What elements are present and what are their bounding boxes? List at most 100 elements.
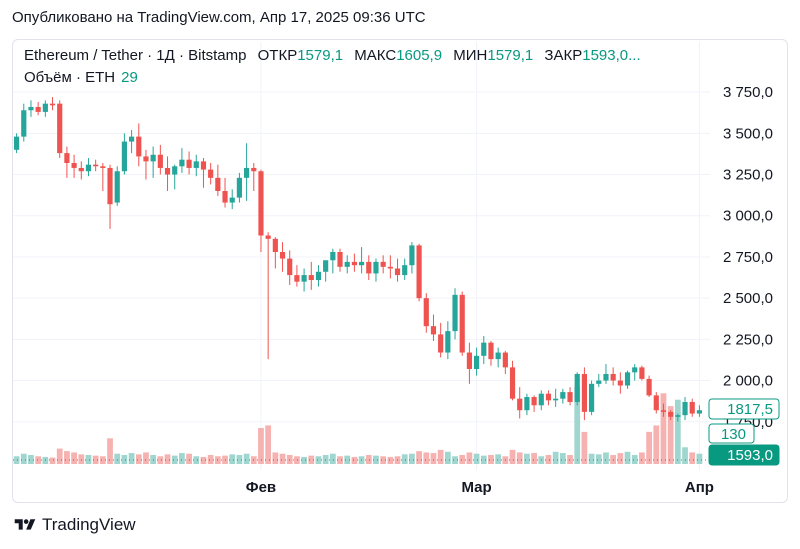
candle-body [380,261,386,267]
volume-bar [617,453,624,464]
legend-close-label: ЗАКР [544,47,583,64]
candle-body [617,380,623,386]
y-tick-label: 2 000,0 [723,373,773,390]
volume-bar [279,453,286,464]
x-tick-label: Мар [462,479,492,496]
volume-legend: Объём · ETH 29 [24,69,138,86]
volume-bar [56,448,63,464]
legend-open-value: 1579,1 [297,47,344,64]
candle-body [186,159,192,168]
y-tick-label: 2 250,0 [723,331,773,348]
candle-body [229,197,235,203]
volume-bar [509,449,516,464]
candle-body [481,342,487,356]
volume-bar [64,451,70,464]
candle-body [57,103,63,154]
candle-body [502,352,508,368]
volume-bar [193,456,200,464]
candle-body [236,177,242,198]
volume-bar [35,456,42,464]
volume-bar [524,453,530,464]
volume-bar [315,456,322,464]
legend-high-label: МАКС [354,47,397,64]
volume-bar [301,456,307,464]
volume-bar [516,452,523,464]
candle-body [660,410,667,412]
last-price-badge: 1593,0 [727,447,773,464]
candle-body [596,380,602,384]
volume-bar [373,455,379,464]
candle-body [567,392,573,402]
candle-body [323,260,329,272]
candle-body [538,393,544,406]
candle-body [689,401,695,414]
candle-body [107,167,113,205]
volume-bar [595,454,602,464]
volume-bar [423,452,430,464]
volume-bar [107,438,113,464]
candle-body [294,275,300,282]
candle-body [646,378,652,396]
candle-body [639,367,645,379]
legend-symbol[interactable]: Ethereum / Tether · 1Д · Bitstamp [24,47,247,64]
volume-bar [459,455,466,464]
brand-name: TradingView [42,515,136,534]
published-caption: Опубликовано на TradingView.com, Апр 17,… [12,9,426,26]
volume-bar [552,451,559,464]
candle-body [164,167,171,175]
volume-bar [488,455,494,464]
volume-bar [545,455,552,464]
candle-body [531,397,537,406]
volume-bar [164,454,171,464]
candle-body [488,342,494,360]
footer-brand[interactable]: TradingView [12,515,136,535]
y-tick-label: 3 250,0 [723,167,773,184]
candle-body [78,167,84,172]
volume-legend-label[interactable]: Объём · ETH [24,69,116,86]
candle-body [445,331,451,353]
candle-body [366,261,372,274]
candle-body [668,411,674,417]
candle-body [93,164,99,167]
volume-bar [416,451,422,464]
candle-body [524,397,530,411]
volume-bar [351,456,358,464]
candle-body [603,373,609,381]
volume-bar [229,454,236,464]
candle-body [172,166,178,175]
candle-body [330,252,336,261]
candle-body [258,171,264,236]
volume-bar [200,456,207,464]
volume-bar [466,452,473,464]
volume-bar [272,452,279,464]
volume-bar [265,425,272,464]
candle-body [49,103,56,106]
candle-body [387,266,393,269]
volume-bar [92,455,99,464]
volume-bar [480,455,487,464]
y-tick-label: 3 000,0 [723,208,773,225]
tradingview-logo-icon [14,519,36,530]
volume-bar [682,447,688,464]
candle-body [14,136,20,150]
y-tick-label: 2 500,0 [723,290,773,307]
candle-body [653,395,659,411]
volume-bar [243,453,250,464]
chart-frame[interactable] [12,39,788,503]
candle-body [308,275,314,281]
candle-body [251,167,257,172]
candle-body [64,153,70,163]
candle-body [351,261,357,266]
candle-body [114,171,120,203]
volume-bar [258,428,264,464]
candle-body [430,326,437,335]
volume-bar [531,453,537,464]
candle-body [409,245,415,266]
candle-body [509,367,516,399]
price-line-badge-bg [708,398,780,420]
volume-bar [603,452,609,464]
candle-body [495,352,501,360]
volume-bar [49,457,56,464]
candle-body [143,156,149,162]
